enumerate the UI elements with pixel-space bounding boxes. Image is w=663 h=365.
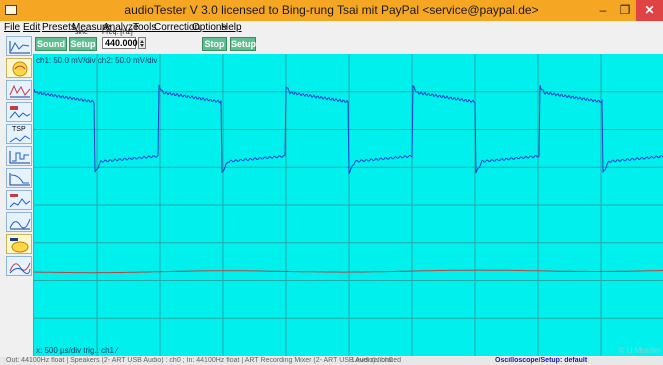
- scope-icon[interactable]: [6, 36, 32, 56]
- frequency-spinner[interactable]: [138, 37, 146, 49]
- step-response-icon[interactable]: [6, 146, 32, 166]
- menu-presets[interactable]: Presets: [42, 22, 76, 33]
- level-icon[interactable]: [6, 212, 32, 232]
- tsp-label: TSP: [12, 126, 26, 133]
- menu-file[interactable]: File: [4, 22, 21, 33]
- oscilloscope-display[interactable]: ch1: 50.0 mV/div ch2: 50.0 mV/div x: 500…: [33, 54, 663, 356]
- menu-bar: File Edit Presets Measure Analyze Tools …: [0, 21, 663, 34]
- maximize-button[interactable]: ❐: [619, 3, 631, 17]
- impulse-icon[interactable]: [6, 256, 32, 276]
- sound-on-button[interactable]: Sound on: [35, 37, 67, 61]
- toolbar: Sound on Setup Stop Setup: [0, 34, 663, 61]
- level-status: Level calibrated: [352, 357, 402, 364]
- menu-options[interactable]: Options: [192, 22, 227, 33]
- sweep-icon[interactable]: [6, 190, 32, 210]
- waveform-icon[interactable]: [6, 80, 32, 100]
- menu-correction[interactable]: Correction: [154, 22, 201, 33]
- timebase-trigger-info: x: 500 µs/div trig.: ch1 ⁄: [36, 346, 118, 355]
- frequency-label: Freq. [Hz]: [102, 29, 133, 36]
- channel-scale-info: ch1: 50.0 mV/div ch2: 50.0 mV/div: [36, 56, 158, 65]
- status-bar: Out: 44100Hz float | Speakers (2- ART US…: [0, 357, 663, 365]
- menu-edit[interactable]: Edit: [23, 22, 41, 33]
- waveform-label: sine: [75, 29, 88, 36]
- tool-sidebar: TSP: [3, 34, 33, 356]
- spinner-down-icon[interactable]: [140, 44, 144, 47]
- window-title: audioTester V 3.0 licensed to Bing-rung …: [124, 3, 539, 17]
- stop-button[interactable]: Stop: [202, 37, 227, 51]
- close-button[interactable]: ✕: [636, 0, 663, 21]
- frequency-response-icon[interactable]: [6, 234, 32, 254]
- minimize-button[interactable]: –: [599, 3, 607, 17]
- menu-help[interactable]: Help: [221, 22, 242, 33]
- scope-plot: [34, 54, 663, 356]
- menu-tools[interactable]: Tools: [133, 22, 157, 33]
- filter-icon[interactable]: [6, 168, 32, 188]
- menu-measure[interactable]: Measure: [72, 22, 111, 33]
- distortion-icon[interactable]: [6, 102, 32, 122]
- app-icon[interactable]: [5, 5, 17, 15]
- scope-setup-button[interactable]: Setup: [230, 37, 257, 51]
- tsp-icon[interactable]: TSP: [6, 124, 32, 144]
- frequency-input[interactable]: 440.0000: [102, 37, 143, 49]
- spectrum-icon[interactable]: [6, 58, 32, 78]
- audio-io-status: Out: 44100Hz float | Speakers (2- ART US…: [6, 357, 393, 364]
- menu-analyze[interactable]: Analyze: [103, 22, 139, 33]
- ch1-trace: [34, 84, 663, 174]
- title-bar: audioTester V 3.0 licensed to Bing-rung …: [0, 0, 663, 21]
- sound-setup-button[interactable]: Setup: [69, 37, 97, 51]
- copyright-watermark: © U.Mueller: [618, 346, 661, 355]
- mode-status: Oscilloscope/Setup: default: [495, 357, 588, 364]
- ch2-trace: [34, 269, 663, 274]
- spinner-up-icon[interactable]: [140, 40, 144, 43]
